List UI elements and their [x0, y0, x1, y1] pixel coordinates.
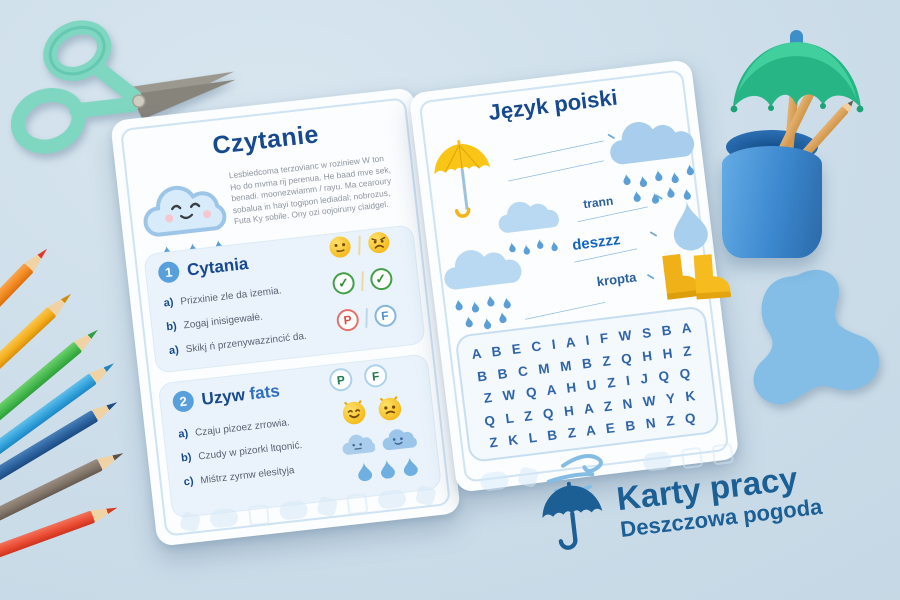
- umbrella-logo-icon: [542, 481, 603, 550]
- confused-emoji-icon: [378, 396, 402, 421]
- toy-umbrella-icon: [730, 30, 864, 113]
- worried-emoji-icon: [329, 236, 351, 258]
- section-1-badge: 1: [157, 260, 181, 284]
- section-2-title: Uzyw fats: [200, 380, 281, 409]
- worksheet-reading-card: Czytanie Lesbiedcoma terzovianc w rozini…: [110, 87, 461, 547]
- emoji-choice-pair: [327, 230, 391, 260]
- check-choice-pair: ✓ ✓: [331, 266, 394, 296]
- sad-emoji-icon: [367, 232, 389, 254]
- f-mark-icon: F: [362, 363, 389, 389]
- pf-legend: P F: [328, 363, 389, 393]
- small-cloud-icon: [498, 201, 559, 255]
- checkmark-icon: ✓: [368, 266, 394, 292]
- rain-boots-icon: [662, 253, 731, 300]
- pencil-red: [0, 510, 95, 598]
- section-1-title: Cytania: [186, 253, 250, 280]
- raindrop-icon: [381, 459, 395, 479]
- happy-emoji-icon: [342, 400, 366, 425]
- section-2-badge: 2: [171, 389, 195, 414]
- branding: Karty pracy Deszczowa pogoda: [537, 452, 825, 558]
- rain-cloud-icon: [610, 122, 695, 204]
- water-drop-icon: [673, 200, 708, 251]
- section-2-box: 2 Uzyw fats P F a) Czaju pizoez zrrowia. …: [157, 353, 443, 519]
- cloud-face-pair: [339, 424, 418, 459]
- pencil-cup: [722, 146, 822, 258]
- raindrop-icon: [403, 457, 418, 476]
- worksheet-language-card: Język poiski: [408, 59, 740, 494]
- cloud-face-icon: [342, 434, 376, 455]
- checkmark-icon: ✓: [331, 271, 356, 296]
- raindrop-icon: [358, 462, 373, 482]
- true-false-pair: P F: [335, 303, 398, 333]
- p-mark-icon: P: [335, 307, 360, 333]
- pencil-cup-with-umbrella: [700, 30, 900, 272]
- puddle-cutout: [753, 269, 880, 405]
- f-mark-icon: F: [372, 303, 398, 329]
- section-1-box: 1 Cytania a) Prizxinie zle da izemia. b) Z…: [143, 224, 426, 374]
- raindrop-trio: [357, 456, 419, 482]
- emoji-pair: [340, 394, 405, 427]
- rain-cloud-icon: [444, 250, 522, 330]
- p-mark-icon: P: [328, 367, 354, 393]
- scissors: [10, 20, 236, 154]
- cloud-face-icon: [382, 429, 418, 451]
- yellow-umbrella-icon: [434, 140, 491, 218]
